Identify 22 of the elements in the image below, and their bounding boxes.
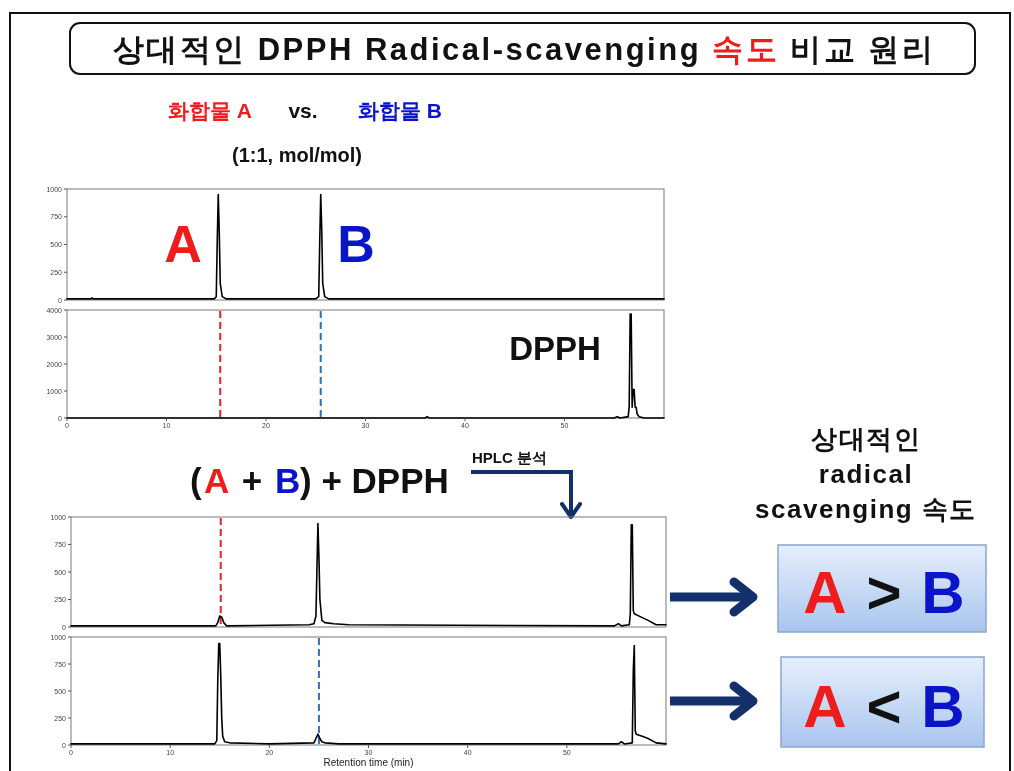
line-series <box>66 193 665 300</box>
annotation: A <box>164 215 202 273</box>
line-series <box>66 313 665 419</box>
text: + <box>241 461 263 500</box>
text: ) + DPPH <box>300 461 449 500</box>
text: ( <box>190 461 202 500</box>
text: A > B <box>803 559 965 626</box>
text: A <box>204 461 230 500</box>
line-series <box>70 522 667 627</box>
text: (1:1, mol/mol) <box>231 144 363 166</box>
text: 화합물 A <box>168 99 252 122</box>
text: 화합물 B <box>358 99 442 122</box>
text: 상대적인 radical scavenging 속도 <box>755 424 977 524</box>
annotation: B <box>337 215 375 273</box>
chart-title: 상대적인 DPPH Radical-scavenging 속도 비교 원리 <box>112 32 936 67</box>
x-axis-title: Retention time (min) <box>323 757 414 768</box>
text: vs. <box>288 99 318 122</box>
line-series <box>70 642 667 745</box>
text: HPLC 분석 <box>472 449 547 466</box>
text: A < B <box>803 673 965 740</box>
text: B <box>275 461 301 500</box>
annotation: DPPH <box>509 330 601 367</box>
